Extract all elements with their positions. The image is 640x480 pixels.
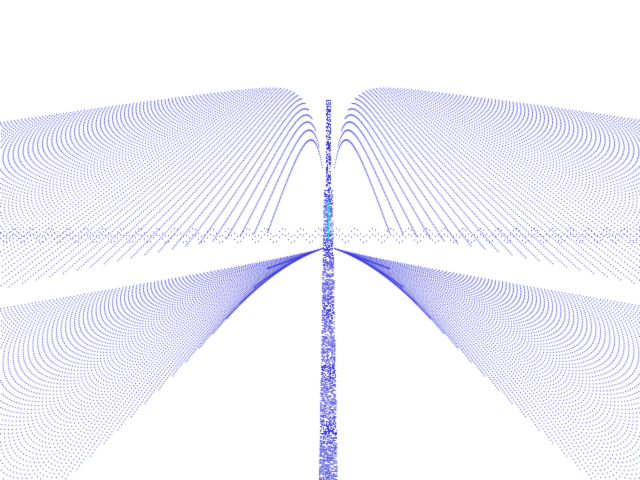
dot-pattern-render — [0, 0, 640, 480]
render-viewport — [0, 0, 640, 480]
